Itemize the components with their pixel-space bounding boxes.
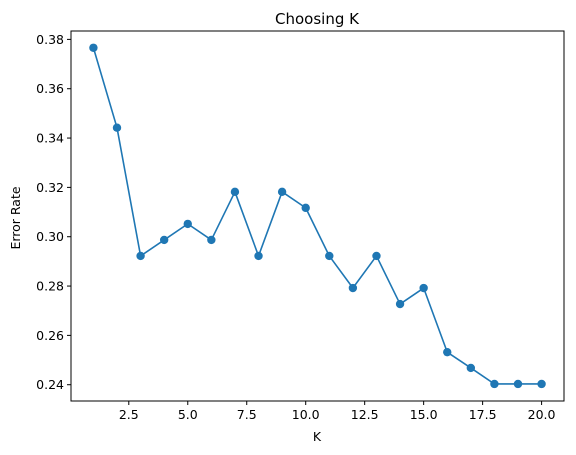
data-point [325,251,334,261]
data-point [466,363,476,373]
data-point [537,379,546,389]
data-point [419,283,428,293]
data-point [348,283,358,293]
plot-frame [70,30,565,402]
y-axis: 0.24 0.26 0.28 0.30 0.32 0.34 0.36 0.38 [36,32,71,392]
y-axis-title: Error Rate [8,186,23,249]
data-point [443,347,452,357]
data-point [136,251,145,261]
data-point [159,235,169,245]
y-tick-label: 0.36 [36,81,64,96]
data-point [183,219,192,229]
x-tick-label: 15.0 [410,407,438,422]
x-tick-label: 10.0 [292,407,320,422]
x-axis: 2.5 5.0 7.5 10.0 12.5 15.0 17.5 20.0 [119,401,556,422]
data-point [277,187,287,197]
data-point [230,187,240,197]
x-tick-label: 20.0 [528,407,556,422]
data-point [89,43,98,52]
chart-title: Choosing K [275,10,360,28]
data-point [395,299,405,309]
y-tick-label: 0.24 [36,377,64,392]
data-point [490,379,499,389]
y-tick-label: 0.26 [36,328,64,343]
x-tick-label: 12.5 [351,407,379,422]
y-tick-label: 0.28 [36,279,64,294]
data-point [254,251,263,261]
x-axis-title: K [313,429,322,444]
x-tick-label: 5.0 [178,407,198,422]
x-tick-label: 7.5 [237,407,257,422]
y-tick-label: 0.38 [36,32,64,47]
data-point [513,379,523,389]
data-point [112,123,122,132]
plot-area [70,30,565,402]
data-point [301,203,310,213]
y-tick-label: 0.32 [36,180,64,195]
data-point [372,251,381,261]
y-tick-label: 0.30 [36,229,64,244]
series-line [92,47,542,385]
x-tick-label: 17.5 [469,407,497,422]
y-tick-label: 0.34 [36,131,64,146]
data-point [207,235,216,245]
x-tick-label: 2.5 [119,407,139,422]
